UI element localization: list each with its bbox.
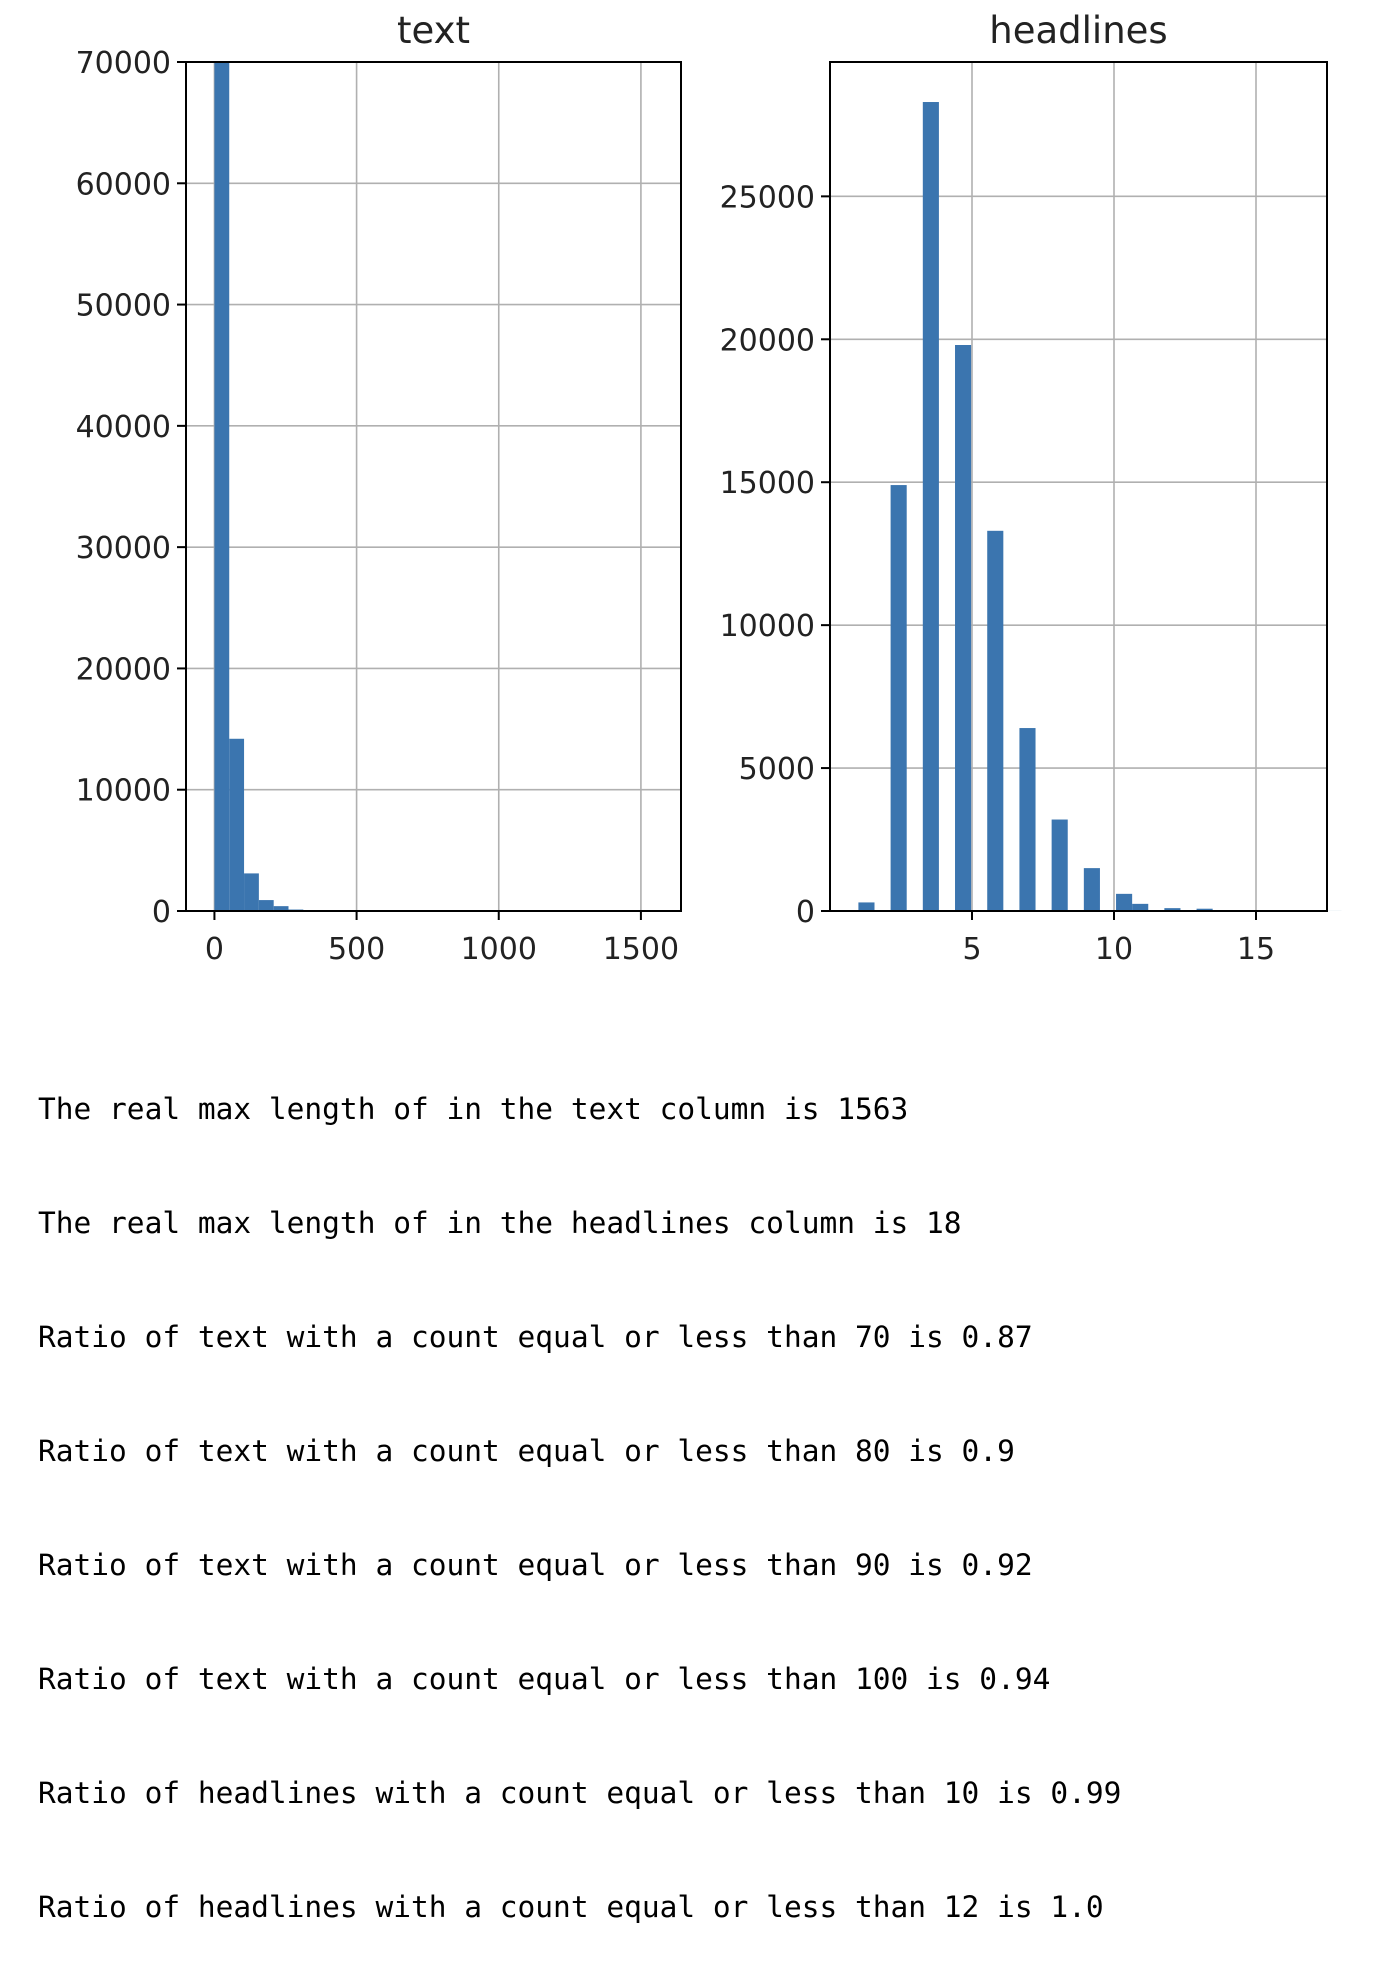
output-line: The real max length of in the headlines … <box>38 1204 1121 1242</box>
x-tick-label: 5 <box>962 932 981 967</box>
x-tick-label: 1500 <box>603 932 679 967</box>
x-tick-label: 15 <box>1237 932 1275 967</box>
plot-frame <box>186 62 681 911</box>
chart-title: text <box>397 9 470 52</box>
y-tick-label: 20000 <box>720 323 815 358</box>
y-tick-label: 50000 <box>76 289 171 324</box>
chart-panel-1: 0 500 1000 1500 0 10000 20000 30000 40000 50000 60… <box>76 9 681 967</box>
histogram-bar <box>923 102 939 911</box>
histogram-bar <box>1132 904 1148 911</box>
histogram-bar <box>259 900 274 911</box>
output-line: Ratio of headlines with a count equal or… <box>38 1888 1121 1926</box>
histogram-bar <box>1116 894 1132 911</box>
y-tick-label: 5000 <box>739 752 815 787</box>
y-tick-label: 0 <box>152 895 171 930</box>
y-tick-label: 10000 <box>720 609 815 644</box>
output-line: Ratio of text with a count equal or less… <box>38 1660 1121 1698</box>
output-line: Ratio of text with a count equal or less… <box>38 1318 1121 1356</box>
chart-title: headlines <box>989 9 1167 52</box>
y-tick-label: 25000 <box>720 180 815 215</box>
console-output: The real max length of in the text colum… <box>38 1014 1121 1964</box>
y-tick-label: 10000 <box>76 774 171 809</box>
histogram-bar <box>858 902 874 911</box>
histogram-bar <box>891 485 907 911</box>
histogram-bar <box>214 62 229 911</box>
histogram-bar <box>1084 868 1100 911</box>
output-line: Ratio of text with a count equal or less… <box>38 1432 1121 1470</box>
y-tick-label: 30000 <box>76 531 171 566</box>
x-tick-label: 1000 <box>461 932 537 967</box>
chart-panel-2: 5 10 15 0 5000 10000 15000 20000 25000 headlines <box>720 9 1342 967</box>
y-tick-label: 15000 <box>720 466 815 501</box>
output-line: Ratio of headlines with a count equal or… <box>38 1774 1121 1812</box>
y-tick-label: 70000 <box>76 46 171 81</box>
histogram-bar <box>229 739 244 911</box>
y-tick-label: 60000 <box>76 167 171 202</box>
histogram-bar <box>244 873 259 911</box>
x-tick-label: 0 <box>205 932 224 967</box>
y-tick-label: 40000 <box>76 410 171 445</box>
histogram-bar <box>1052 820 1068 911</box>
x-tick-label: 500 <box>328 932 385 967</box>
output-line: Ratio of text with a count equal or less… <box>38 1546 1121 1584</box>
histogram-bar <box>987 531 1003 911</box>
histogram-bar <box>1019 728 1035 911</box>
histogram-bar <box>955 345 971 911</box>
y-tick-label: 20000 <box>76 652 171 687</box>
output-line: The real max length of in the text colum… <box>38 1090 1121 1128</box>
y-tick-label: 0 <box>796 895 815 930</box>
x-tick-label: 10 <box>1095 932 1133 967</box>
